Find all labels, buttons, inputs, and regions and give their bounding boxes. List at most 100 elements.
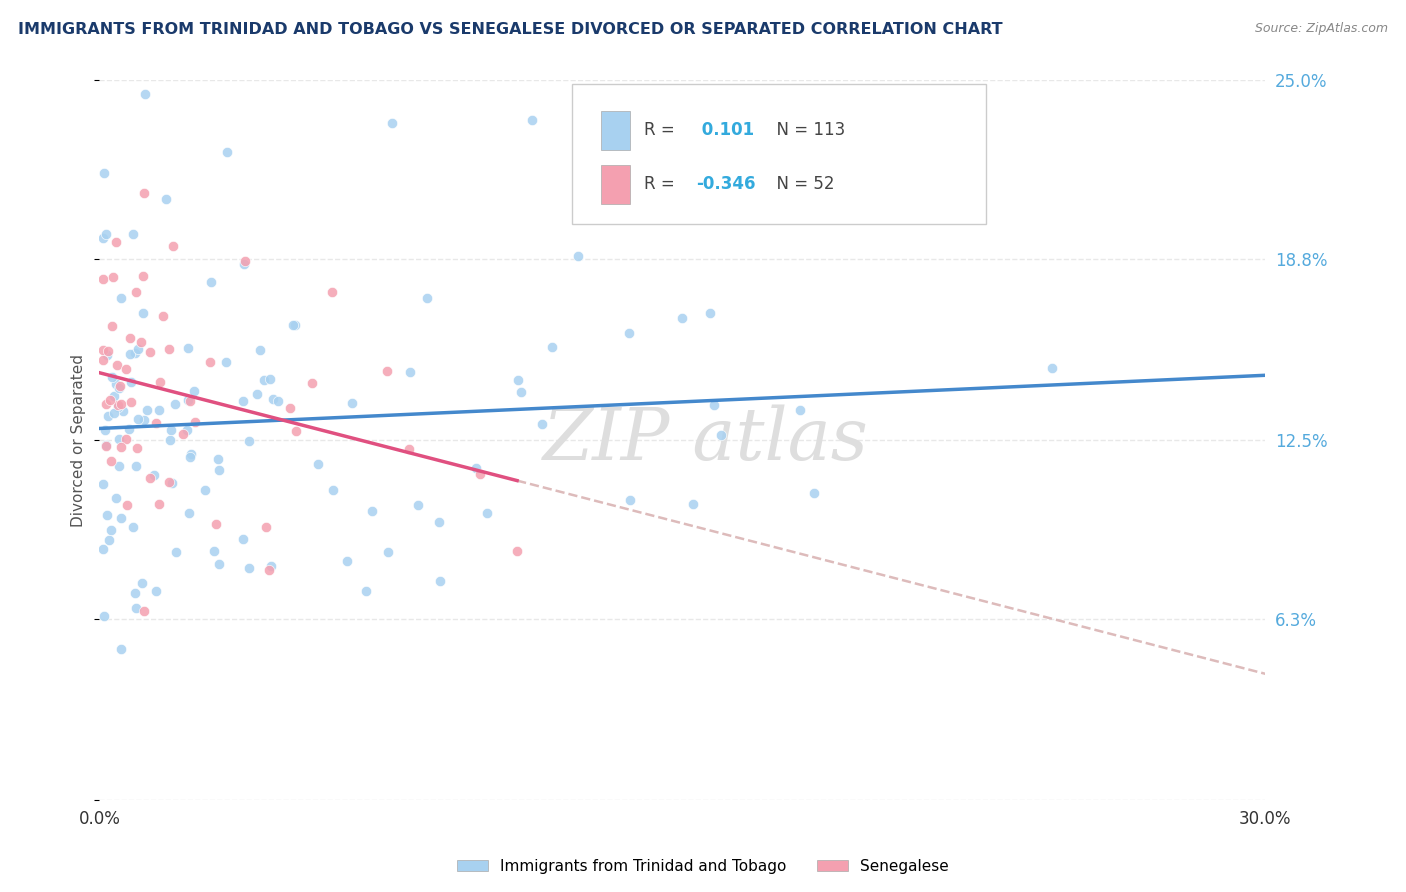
Point	[131, 305, 153, 319]
Point	[619, 326, 641, 341]
FancyBboxPatch shape	[572, 84, 986, 224]
Point	[285, 424, 308, 438]
Legend: Immigrants from Trinidad and Tobago, Senegalese: Immigrants from Trinidad and Tobago, Sen…	[451, 853, 955, 880]
Point	[336, 554, 359, 568]
Point	[145, 416, 167, 430]
Point	[101, 318, 124, 333]
Point	[165, 397, 187, 411]
Point	[259, 372, 281, 386]
Point	[541, 340, 564, 354]
Point	[157, 475, 180, 490]
Point	[117, 422, 139, 436]
Point	[152, 309, 174, 323]
Point	[91, 231, 114, 245]
Point	[257, 563, 280, 577]
Point	[377, 545, 399, 559]
Point	[215, 355, 238, 369]
Point	[509, 384, 531, 399]
Point	[202, 544, 225, 558]
Point	[180, 446, 202, 460]
Point	[1040, 361, 1063, 376]
Point	[307, 457, 329, 471]
Point	[159, 423, 181, 437]
Point	[97, 343, 120, 358]
Point	[506, 544, 529, 558]
Point	[399, 365, 422, 379]
Point	[103, 389, 125, 403]
Point	[101, 369, 124, 384]
Point	[177, 506, 200, 520]
Point	[205, 516, 228, 531]
Point	[194, 483, 217, 497]
Point	[98, 533, 121, 547]
Point	[176, 423, 198, 437]
Point	[238, 561, 260, 575]
Point	[155, 192, 177, 206]
Point	[160, 475, 183, 490]
FancyBboxPatch shape	[600, 165, 630, 204]
Point	[91, 476, 114, 491]
Point	[120, 395, 142, 409]
Point	[207, 451, 229, 466]
Point	[406, 498, 429, 512]
Point	[121, 376, 143, 390]
Point	[148, 497, 170, 511]
Point	[710, 427, 733, 442]
Point	[108, 379, 131, 393]
Point	[132, 412, 155, 426]
Point	[110, 397, 132, 411]
Point	[567, 249, 589, 263]
Point	[134, 186, 156, 200]
Point	[127, 412, 149, 426]
Point	[217, 145, 239, 159]
Point	[464, 461, 486, 475]
Point	[125, 285, 148, 299]
Point	[124, 458, 146, 473]
Point	[122, 519, 145, 533]
Point	[114, 432, 136, 446]
Point	[120, 347, 142, 361]
Point	[531, 417, 554, 431]
Point	[284, 318, 307, 332]
Point	[104, 377, 127, 392]
Point	[131, 575, 153, 590]
Point	[375, 364, 398, 378]
Point	[108, 458, 131, 473]
Point	[342, 396, 364, 410]
Point	[177, 393, 200, 408]
Point	[184, 415, 207, 429]
Point	[470, 467, 492, 481]
Point	[803, 486, 825, 500]
Point	[253, 373, 276, 387]
Point	[110, 291, 132, 305]
Point	[233, 254, 256, 268]
Point	[115, 362, 138, 376]
Point	[256, 520, 278, 534]
Point	[122, 227, 145, 241]
Point	[143, 468, 166, 483]
Y-axis label: Divorced or Separated: Divorced or Separated	[72, 353, 86, 526]
Point	[94, 437, 117, 451]
Point	[522, 113, 544, 128]
Point	[91, 541, 114, 556]
Point	[132, 268, 155, 283]
Point	[96, 397, 118, 411]
Point	[100, 523, 122, 537]
Point	[262, 392, 284, 406]
Point	[477, 506, 499, 520]
Point	[105, 358, 128, 372]
Point	[107, 401, 129, 415]
Point	[301, 376, 323, 390]
Point	[118, 331, 141, 345]
Point	[198, 355, 221, 369]
Point	[699, 306, 721, 320]
Point	[506, 373, 529, 387]
Point	[96, 508, 118, 522]
Point	[115, 499, 138, 513]
Point	[159, 433, 181, 447]
Point	[129, 335, 152, 350]
Point	[619, 492, 641, 507]
Point	[232, 532, 254, 546]
Point	[98, 393, 121, 408]
Point	[249, 343, 271, 358]
